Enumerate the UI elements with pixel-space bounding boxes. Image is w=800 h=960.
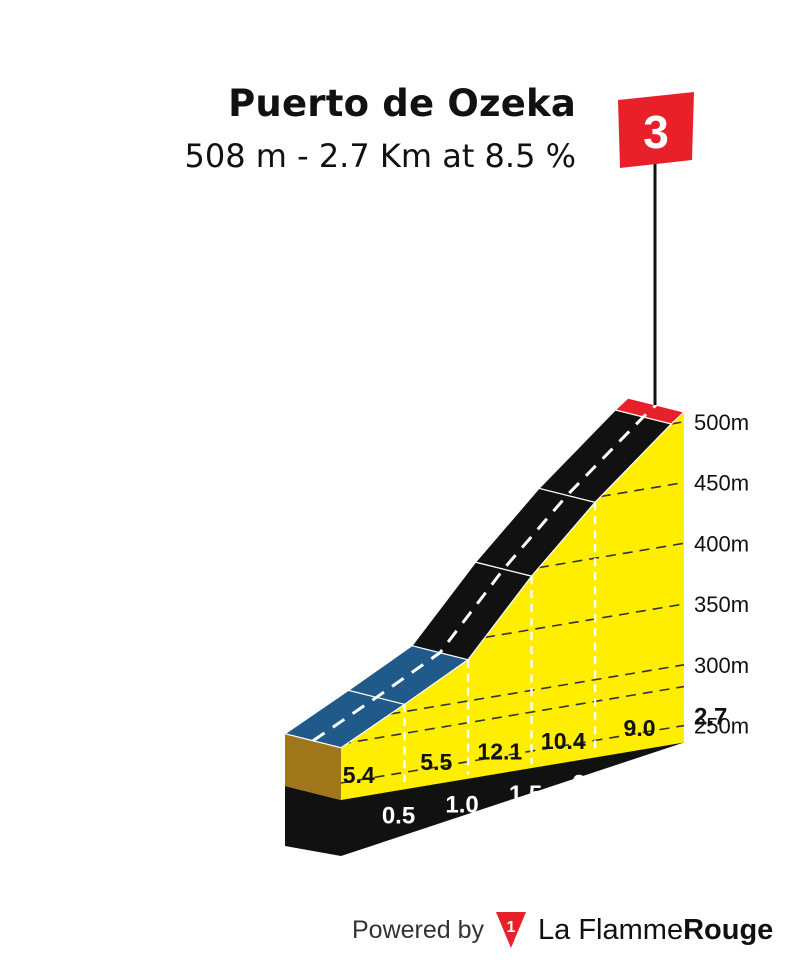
elevation-gridline [671,420,685,425]
footer: Powered by 1 La FlammeRouge [352,908,773,952]
elevation-gridline [340,724,685,784]
category-flag-banner [618,92,694,168]
climb-title: Puerto de Ozeka [228,82,576,125]
elevation-tick-label: 300m [694,653,749,678]
profile-labels: 250m 300m 350m 400m 450m 500m 5.4 5.5 12.1 10.4 9.… [343,410,749,830]
km-marker-label: 1.0 [445,792,478,819]
elevation-gridline [600,481,685,498]
category-flag: 3 [618,92,694,406]
segment-gradient-label: 5.5 [420,749,452,775]
km-marker-label: 0.5 [382,802,415,829]
profile-front-face [341,412,684,800]
brand-name: La FlammeRouge [538,913,774,946]
elevation-tick-label: 350m [694,592,749,617]
elevation-tick-label: 400m [694,531,749,556]
segment-gradient-label: 12.1 [477,738,522,764]
category-flag-label: 3 [643,106,669,158]
km-marker-label: 1.5 [509,781,542,808]
climb-stats: 508 m - 2.7 Km at 8.5 % [184,137,577,175]
road-segment [614,397,686,425]
profile-road [283,397,686,749]
powered-by-text: Powered by [352,915,485,944]
segment-gradient-label: 9.0 [624,715,656,741]
elevation-tick-label: 450m [694,471,749,496]
elevation-gridlines [340,420,685,786]
elevation-gridline [340,685,685,745]
road-centerline [312,403,658,742]
elevation-tick-label: 500m [694,410,749,435]
elevation-gridline [538,542,685,569]
total-distance-label: 2.7 [694,704,727,731]
km-marker-label: 2.0 [572,770,605,797]
logo-text: 1 [507,919,516,936]
profile-side-face [285,733,341,800]
segment-gradient-label: 5.4 [343,762,375,788]
elevation-tick-label: 250m [694,714,749,739]
segment-gradient-label: 10.4 [541,728,586,754]
profile-base [285,412,684,856]
climb-profile-chart: 250m 300m 350m 400m 450m 500m 5.4 5.5 12.1 10.4 9.… [283,92,749,856]
flamme-rouge-logo-icon: 1 [496,912,527,948]
